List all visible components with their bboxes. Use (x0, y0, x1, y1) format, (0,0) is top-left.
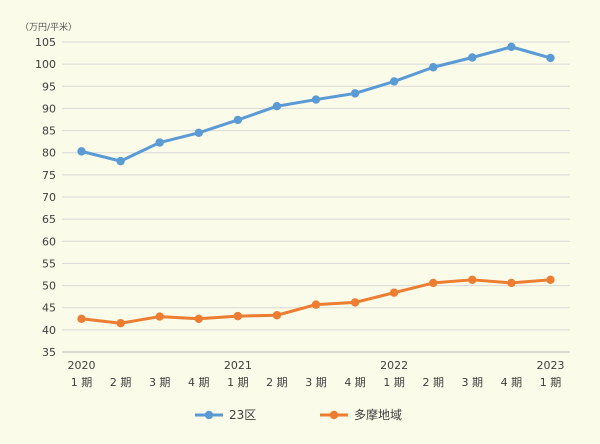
data-point (77, 314, 86, 323)
x-tick-period-label: 4 期 (344, 376, 366, 389)
y-tick-label: 85 (42, 125, 56, 138)
x-tick-period-label: 3 期 (462, 376, 484, 389)
legend-label: 多摩地域 (354, 407, 402, 422)
series-0 (77, 42, 555, 166)
legend-marker (204, 410, 214, 420)
data-point (194, 314, 203, 323)
legend-marker (329, 410, 339, 420)
data-point (311, 300, 321, 309)
x-tick-period-label: 2 期 (266, 376, 288, 389)
y-tick-label: 60 (42, 235, 56, 248)
legend: 23区 多摩地域 (195, 407, 402, 422)
x-tick-period-label: 1 期 (71, 376, 93, 389)
data-point (272, 311, 282, 320)
data-point (546, 275, 555, 285)
data-point (546, 53, 555, 63)
data-point (507, 42, 516, 52)
y-tick-label: 105 (35, 36, 56, 49)
data-point (468, 275, 477, 285)
legend-item-1: 多摩地域 (320, 407, 402, 422)
y-axis-ticks: 35 40 45 50 55 60 65 70 75 80 85 90 95 100 105 (35, 36, 56, 359)
data-point (468, 53, 477, 62)
y-axis-unit-label: （万円/平米） (20, 21, 77, 33)
y-tick-label: 70 (42, 191, 56, 204)
x-tick-year-label: 2023 (536, 359, 564, 372)
data-point (311, 95, 321, 104)
data-point (233, 311, 243, 321)
series-1 (77, 275, 555, 328)
y-tick-label: 35 (42, 346, 56, 359)
y-tick-label: 55 (42, 257, 56, 270)
y-tick-label: 100 (35, 58, 56, 71)
legend-label: 23区 (229, 408, 256, 422)
x-tick-period-label: 2 期 (110, 376, 132, 389)
x-tick-period-label: 1 期 (540, 376, 562, 389)
x-tick-period-label: 3 期 (149, 376, 171, 389)
x-tick-period-label: 3 期 (305, 376, 327, 389)
y-tick-label: 50 (42, 280, 56, 293)
data-point (77, 147, 86, 156)
data-point (116, 319, 125, 328)
data-point (155, 138, 164, 147)
legend-item-0: 23区 (195, 408, 256, 422)
data-point (350, 89, 360, 98)
x-axis-ticks: 2020 1 期 2 期 3 期 4 期 2021 1 期 2 期 3 期 4 期 2022 1 期 2… (68, 359, 565, 389)
y-tick-label: 65 (42, 213, 56, 226)
data-point (350, 298, 360, 307)
x-tick-year-label: 2020 (68, 359, 96, 372)
y-tick-label: 40 (42, 324, 56, 337)
data-point (116, 156, 125, 166)
x-tick-year-label: 2021 (224, 359, 252, 372)
data-point (233, 115, 243, 125)
y-tick-label: 45 (42, 302, 56, 315)
x-tick-year-label: 2022 (380, 359, 408, 372)
data-point (389, 288, 399, 297)
x-tick-period-label: 1 期 (227, 376, 249, 389)
x-tick-period-label: 1 期 (383, 376, 405, 389)
y-tick-label: 80 (42, 147, 56, 160)
data-point (272, 102, 282, 111)
y-tick-label: 90 (42, 102, 56, 115)
x-tick-period-label: 4 期 (501, 376, 523, 389)
data-point (155, 312, 164, 321)
x-tick-period-label: 2 期 (422, 376, 444, 389)
data-point (194, 128, 203, 137)
y-tick-label: 75 (42, 169, 56, 182)
grid-lines (62, 41, 570, 353)
data-point (507, 278, 516, 288)
data-point (389, 77, 399, 86)
y-tick-label: 95 (42, 80, 56, 93)
series-lines (77, 42, 555, 328)
data-point (429, 63, 438, 72)
x-tick-period-label: 4 期 (188, 376, 210, 389)
data-point (429, 278, 438, 288)
